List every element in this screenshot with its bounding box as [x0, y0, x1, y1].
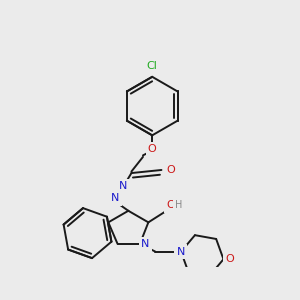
Text: N: N — [176, 247, 185, 256]
Text: O: O — [148, 144, 157, 154]
Text: N: N — [119, 181, 127, 191]
Text: Cl: Cl — [147, 61, 158, 71]
Text: O: O — [166, 165, 175, 175]
Text: N: N — [111, 194, 119, 203]
Text: N: N — [141, 239, 149, 249]
Text: O: O — [225, 254, 234, 264]
Text: H: H — [176, 200, 183, 210]
Text: O: O — [166, 200, 175, 210]
